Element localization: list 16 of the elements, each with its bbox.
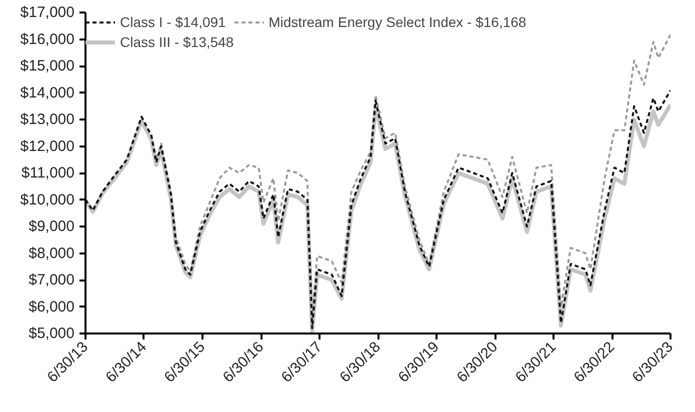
y-tick-label: $6,000 (28, 298, 75, 316)
y-tick-label: $14,000 (20, 84, 75, 102)
y-tick-label: $15,000 (20, 58, 75, 74)
legend-label: Midstream Energy Select Index - $16,168 (268, 13, 526, 31)
y-tick-label: $8,000 (28, 244, 75, 262)
y-tick-label: $5,000 (28, 325, 75, 342)
y-tick-label: $7,000 (28, 272, 75, 288)
y-tick-label: $13,000 (20, 111, 75, 128)
y-tick-label: $16,000 (20, 30, 75, 48)
y-tick-label: $11,000 (21, 164, 74, 182)
legend-label: Class I - $14,091 (120, 13, 226, 31)
y-tick-label: $12,000 (20, 138, 75, 155)
legend-label: Class III - $13,548 (120, 33, 234, 51)
y-tick-label: $10,000 (20, 191, 75, 208)
y-tick-label: $17,000 (20, 4, 75, 21)
y-tick-label: $9,000 (28, 218, 75, 235)
